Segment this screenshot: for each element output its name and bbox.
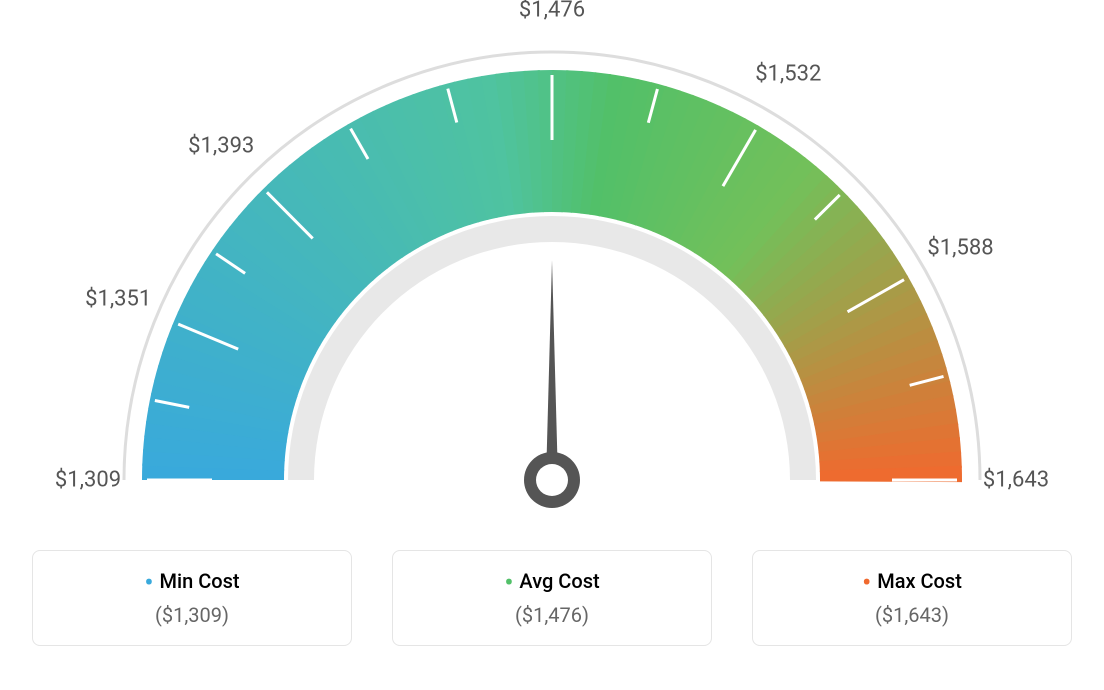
gauge-tick-label: $1,532: [755, 61, 821, 86]
legend-title-avg: •Avg Cost: [403, 569, 701, 593]
legend-title-text: Min Cost: [160, 569, 240, 593]
legend-card-min: •Min Cost ($1,309): [32, 550, 352, 646]
gauge-tick-label: $1,351: [85, 287, 151, 312]
gauge-tick-label: $1,643: [983, 468, 1049, 493]
legend-title-min: •Min Cost: [43, 569, 341, 593]
gauge-chart: $1,309 $1,351 $1,393 $1,476 $1,532 $1,588 $1,6…: [0, 0, 1104, 540]
legend-card-max: •Max Cost ($1,643): [752, 550, 1072, 646]
gauge-tick-label: $1,393: [188, 134, 254, 159]
dot-icon: •: [144, 568, 153, 598]
legend-card-avg: •Avg Cost ($1,476): [392, 550, 712, 646]
gauge-tick-label: $1,309: [55, 468, 121, 493]
legend-title-text: Avg Cost: [519, 569, 599, 593]
gauge-tick-label: $1,588: [927, 235, 993, 260]
legend-title-max: •Max Cost: [763, 569, 1061, 593]
legend-value-min: ($1,309): [43, 603, 341, 627]
gauge-tick-label: $1,476: [519, 0, 585, 23]
dot-icon: •: [862, 568, 871, 598]
legend-title-text: Max Cost: [877, 569, 962, 593]
legend-value-max: ($1,643): [763, 603, 1061, 627]
dot-icon: •: [504, 568, 513, 598]
legend-value-avg: ($1,476): [403, 603, 701, 627]
legend-row: •Min Cost ($1,309) •Avg Cost ($1,476) •M…: [0, 540, 1104, 646]
gauge-svg: [0, 0, 1104, 540]
